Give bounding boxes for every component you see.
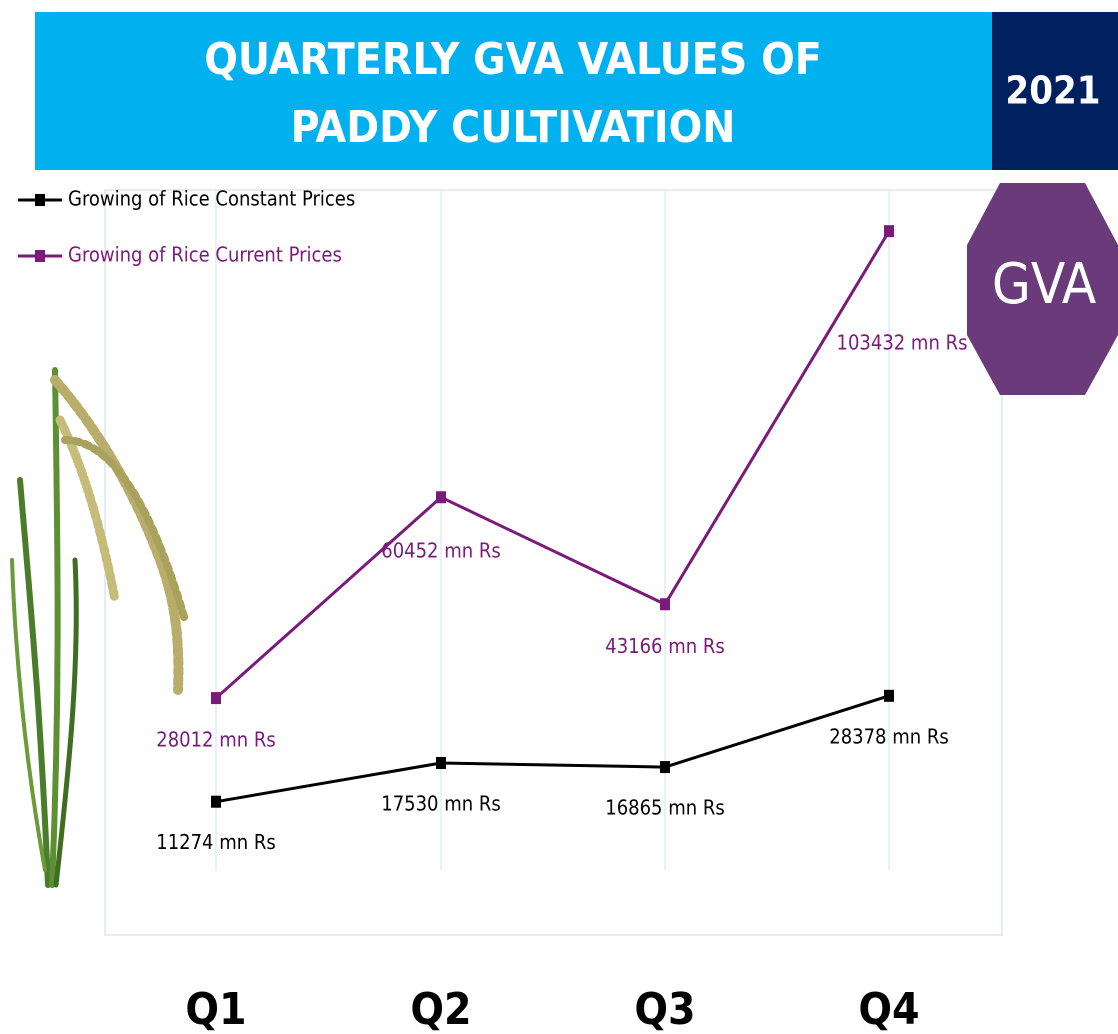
data-label: 28378 mn Rs: [829, 724, 948, 748]
plot-area: [104, 189, 1003, 936]
point-marker: [436, 491, 446, 504]
badge-shape: [967, 183, 1118, 395]
series-line: [215, 694, 890, 804]
data-label: 28012 mn Rs: [156, 728, 275, 752]
data-label: 60452 mn Rs: [381, 539, 500, 563]
chart-title: PADDY CULTIVATION: [291, 102, 736, 153]
legend-marker: [35, 194, 45, 206]
data-label: 43166 mn Rs: [605, 634, 724, 658]
data-label: 11274 mn Rs: [156, 830, 275, 854]
x-tick-label: Q2: [410, 984, 471, 1034]
point-marker: [436, 756, 446, 769]
legend-label: Growing of Rice Current Prices: [68, 243, 342, 267]
point-marker: [660, 761, 670, 774]
legend-label: Growing of Rice Constant Prices: [68, 187, 355, 211]
year-box: [992, 12, 1118, 170]
point-marker: [660, 598, 670, 611]
title-banner: [35, 12, 992, 170]
chart-title: QUARTERLY GVA VALUES OF: [204, 34, 822, 85]
x-tick-label: Q1: [185, 984, 246, 1034]
x-tick-label: Q3: [634, 984, 695, 1034]
x-tick-label: Q4: [858, 984, 919, 1034]
year-label: 2021: [1005, 69, 1100, 113]
point-marker: [884, 689, 894, 702]
badge-label: GVA: [992, 252, 1097, 317]
data-label: 17530 mn Rs: [381, 791, 500, 815]
point-marker: [884, 225, 894, 238]
legend-marker: [35, 250, 45, 262]
series-line: [215, 230, 891, 700]
point-marker: [211, 795, 221, 808]
data-label: 103432 mn Rs: [837, 331, 968, 355]
data-label: 16865 mn Rs: [605, 796, 724, 820]
point-marker: [211, 692, 221, 705]
rice-plant: [10, 367, 189, 888]
